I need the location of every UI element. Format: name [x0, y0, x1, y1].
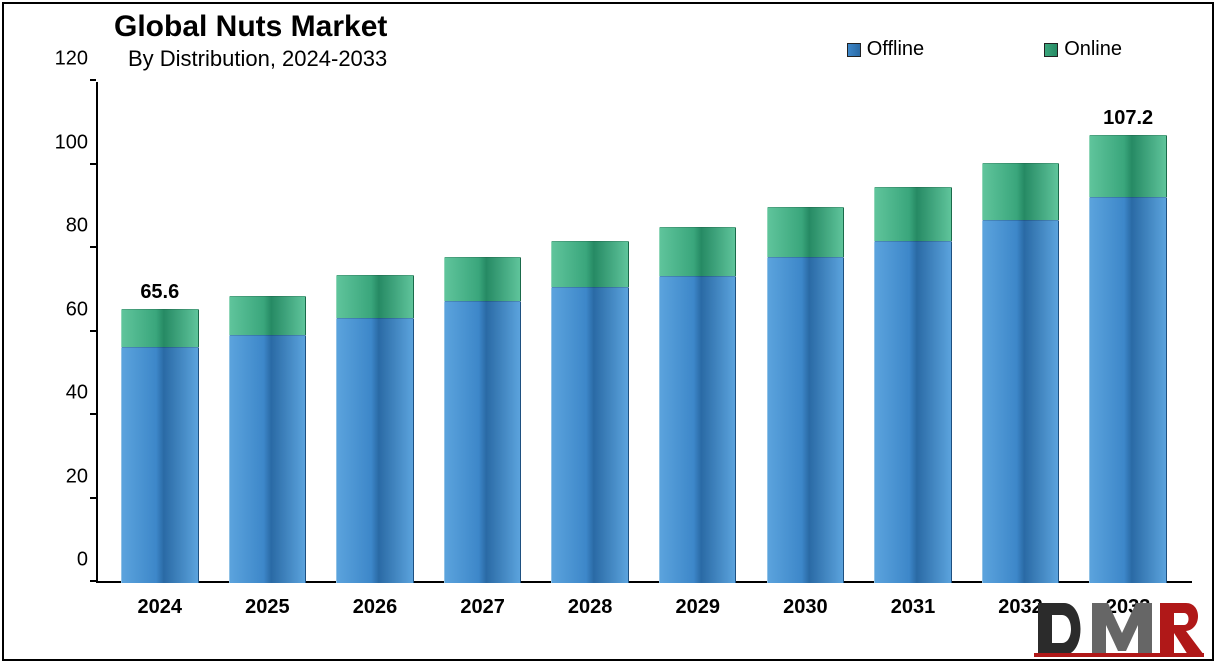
chart-header: Global Nuts Market By Distribution, 2024… — [114, 10, 387, 72]
x-tick-label: 2031 — [859, 596, 967, 619]
bar: 107.2 — [1089, 135, 1166, 583]
y-tick-mark — [90, 79, 96, 81]
bar-segment-offline — [551, 287, 628, 583]
chart-title: Global Nuts Market — [114, 10, 387, 44]
y-tick-label: 80 — [66, 215, 88, 238]
x-tick-label: 2024 — [106, 596, 214, 619]
bar-segment-online — [551, 241, 628, 287]
y-axis-labels: 020406080100120 — [34, 82, 94, 583]
legend-label-offline: Offline — [867, 38, 924, 61]
bar-slot — [321, 82, 429, 583]
legend: Offline Online — [847, 38, 1122, 61]
bar — [229, 296, 306, 583]
bar — [444, 257, 521, 583]
y-tick-mark — [90, 497, 96, 499]
y-tick-mark — [90, 246, 96, 248]
bar-segment-offline — [229, 335, 306, 583]
legend-swatch-online — [1044, 43, 1058, 57]
x-axis-labels: 2024202520262027202820292030203120322033 — [96, 596, 1192, 619]
bar-slot: 107.2 — [1074, 82, 1182, 583]
bar — [659, 227, 736, 583]
bar-segment-online — [336, 275, 413, 318]
bar-segment-online — [444, 257, 521, 301]
bar-segment-offline — [444, 301, 521, 583]
bar-segment-online — [1089, 135, 1166, 196]
y-tick-label: 120 — [55, 48, 88, 71]
bar — [982, 163, 1059, 583]
bar-segment-offline — [659, 276, 736, 583]
bar — [336, 275, 413, 583]
bar-slot — [859, 82, 967, 583]
brand-logo — [1034, 599, 1204, 659]
legend-item-online: Online — [1044, 38, 1122, 61]
bar-segment-offline — [336, 318, 413, 583]
bar-segment-offline — [767, 257, 844, 583]
y-tick-label: 100 — [55, 131, 88, 154]
bar-segment-online — [229, 296, 306, 335]
dmr-logo-icon — [1034, 599, 1204, 659]
x-tick-label: 2026 — [321, 596, 429, 619]
y-tick-mark — [90, 413, 96, 415]
bar — [874, 187, 951, 583]
y-tick-label: 60 — [66, 298, 88, 321]
legend-label-online: Online — [1064, 38, 1122, 61]
x-tick-label: 2030 — [752, 596, 860, 619]
bar-data-label: 107.2 — [1103, 107, 1153, 130]
bar-segment-online — [767, 207, 844, 258]
bar-segment-online — [121, 309, 198, 347]
legend-item-offline: Offline — [847, 38, 924, 61]
x-tick-label: 2025 — [214, 596, 322, 619]
x-tick-label: 2029 — [644, 596, 752, 619]
y-tick-mark — [90, 163, 96, 165]
bar — [551, 241, 628, 583]
y-tick-mark — [90, 330, 96, 332]
plot-area: 65.6 107.2 — [96, 82, 1192, 583]
bar-slot — [967, 82, 1075, 583]
chart-frame: Global Nuts Market By Distribution, 2024… — [2, 2, 1214, 661]
bar-slot — [752, 82, 860, 583]
bar-segment-online — [659, 227, 736, 276]
x-tick-label: 2027 — [429, 596, 537, 619]
bar-segment-offline — [982, 220, 1059, 583]
y-tick-mark — [90, 580, 96, 582]
bar-slot — [644, 82, 752, 583]
chart-subtitle: By Distribution, 2024-2033 — [128, 46, 387, 72]
y-tick-label: 20 — [66, 465, 88, 488]
y-tick-label: 40 — [66, 382, 88, 405]
bar-segment-offline — [1089, 197, 1166, 583]
y-tick-label: 0 — [77, 549, 88, 572]
bar-slot: 65.6 — [106, 82, 214, 583]
bar-slot — [536, 82, 644, 583]
bar-slot — [214, 82, 322, 583]
bar-segment-online — [982, 163, 1059, 219]
bar-slot — [429, 82, 537, 583]
bars-container: 65.6 107.2 — [96, 82, 1192, 583]
bar-data-label: 65.6 — [140, 281, 179, 304]
bar-segment-offline — [121, 347, 198, 583]
bar-segment-offline — [874, 241, 951, 583]
bar: 65.6 — [121, 309, 198, 583]
x-tick-label: 2028 — [536, 596, 644, 619]
bar-segment-online — [874, 187, 951, 241]
bar — [767, 207, 844, 583]
legend-swatch-offline — [847, 43, 861, 57]
